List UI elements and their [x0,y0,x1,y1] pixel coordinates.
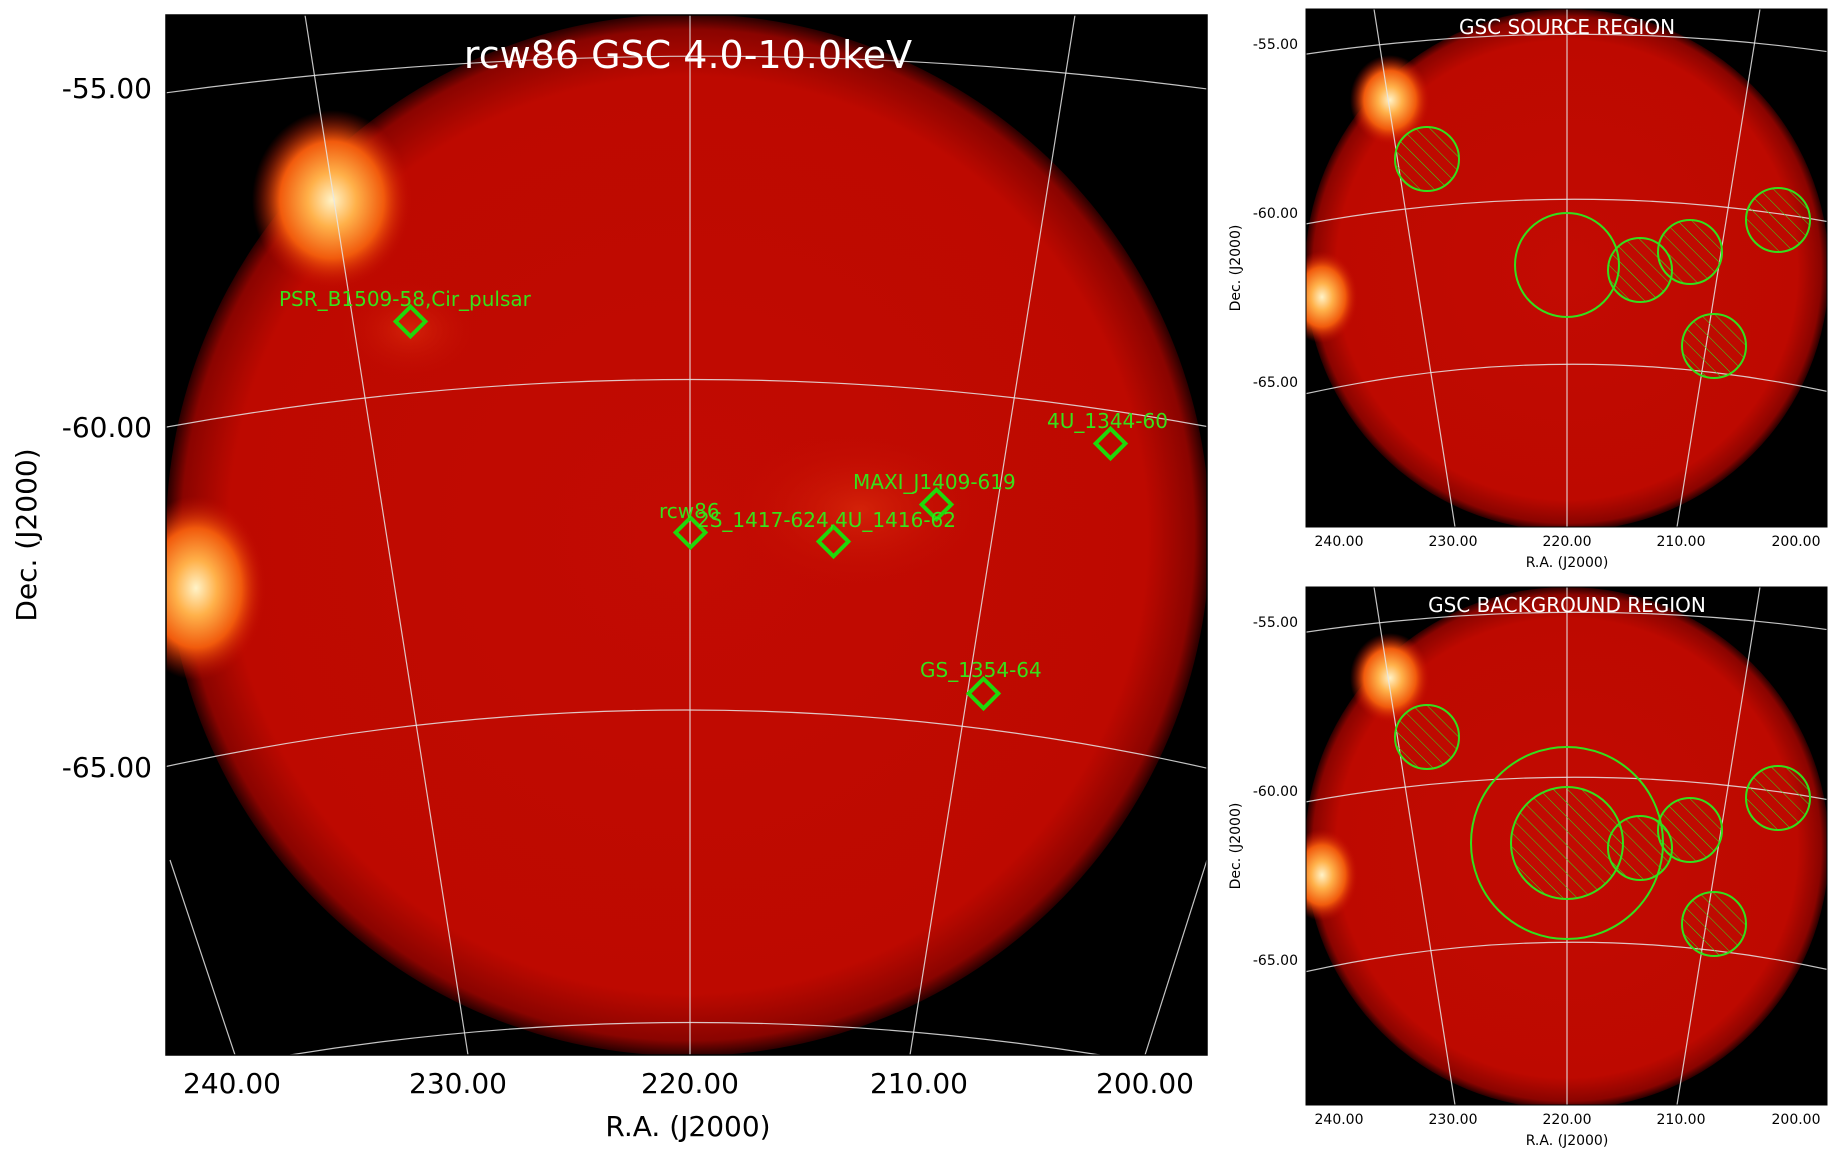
main-y-tick: -55.00 [62,72,152,105]
bg-dec-line [1306,941,1827,973]
src-x-tick: 220.00 [1543,534,1592,550]
source-psr[interactable]: PSR_B1509-58,Cir_pulsar [279,287,532,340]
bg-x-tick: 240.00 [1315,1112,1364,1128]
src-x-label: R.A. (J2000) [1526,555,1609,571]
bg-excluded-maxi-circle[interactable] [1657,797,1723,863]
background-region-panel: GSC BACKGROUND REGION -55.00 -60.00 -65.… [1228,586,1828,1149]
bg-dec-line [1306,611,1827,633]
main-y-tick: -60.00 [62,411,152,444]
src-y-tick: -65.00 [1253,375,1298,391]
main-x-tick: 210.00 [870,1067,968,1100]
bg-x-label: R.A. (J2000) [1526,1133,1609,1149]
bg-y-label: Dec. (J2000) [1228,803,1244,890]
source-4u1344-label: 4U_1344-60 [1047,409,1168,433]
bg-hotspot-west [1306,829,1358,921]
src-dec-line [1306,363,1827,395]
main-diffuse-glow-psr [340,280,480,380]
src-panel-title: GSC SOURCE REGION [1459,15,1675,39]
main-dec-line-55 [166,55,1207,94]
source-gs1354[interactable]: GS_1354-64 [920,658,1042,712]
bg-x-ticks: 240.00 230.00 220.00 210.00 200.00 [1315,1112,1821,1128]
source-rcw86-marker[interactable] [672,514,709,551]
main-plot-frame [165,14,1208,1056]
bg-excluded-4u1344-circle[interactable] [1745,765,1811,831]
bg-y-ticks: -55.00 -60.00 -65.00 [1253,615,1298,969]
main-y-tick: -65.00 [62,751,152,784]
main-x-ticks: 240.00 230.00 220.00 210.00 200.00 [183,1067,1194,1100]
source-2s1417-label: 2S_1417-624,4U_1416-62 [697,508,956,532]
main-title: rcw86 GSC 4.0-10.0keV [464,33,912,77]
src-plot-frame [1305,8,1828,528]
main-x-tick: 240.00 [183,1067,281,1100]
main-x-tick: 200.00 [1096,1067,1194,1100]
src-excluded-gs1354-circle[interactable] [1681,313,1747,379]
src-x-tick: 230.00 [1429,534,1478,550]
bg-y-tick: -65.00 [1253,953,1298,969]
main-x-label: R.A. (J2000) [605,1110,770,1143]
source-gs1354-marker[interactable] [965,675,1002,712]
bg-ra-line [1373,587,1456,1105]
bg-hotspot-psr [1350,633,1430,723]
source-maxi-label: MAXI_J1409-619 [853,470,1016,494]
main-dec-line-70 [289,1021,1101,1055]
main-ra-line-240 [169,859,236,1055]
source-4u1344[interactable]: 4U_1344-60 [1047,409,1168,462]
main-y-label: Dec. (J2000) [10,448,43,621]
main-y-ticks: -55.00 -60.00 -65.00 [62,72,152,784]
main-dec-line-65 [166,709,1207,769]
bg-x-tick: 200.00 [1772,1112,1821,1128]
bg-x-tick: 210.00 [1657,1112,1706,1128]
bg-y-tick: -60.00 [1253,784,1298,800]
source-rcw86-label: rcw86 [659,499,720,523]
source-2s1417-marker[interactable] [815,523,852,560]
source-region-panel: GSC SOURCE REGION -55.00 -60.00 -65.00 2… [1228,8,1828,571]
bg-panel-title: GSC BACKGROUND REGION [1428,593,1706,617]
main-diffuse-glow [730,430,990,590]
src-x-tick: 200.00 [1772,534,1821,550]
main-hotspot-psr [252,110,412,290]
bg-excluded-gs1354-circle[interactable] [1681,891,1747,957]
bg-x-tick: 230.00 [1429,1112,1478,1128]
source-maxi[interactable]: MAXI_J1409-619 [853,470,1016,523]
bg-y-tick: -55.00 [1253,615,1298,631]
src-hotspot-west [1306,251,1358,343]
src-x-ticks: 240.00 230.00 220.00 210.00 200.00 [1315,534,1821,550]
main-x-tick: 230.00 [409,1067,507,1100]
main-ra-line-200 [1144,859,1207,1055]
bg-annulus-inner-circle[interactable] [1510,786,1624,900]
main-ra-line-210 [909,15,1076,1055]
source-maxi-marker[interactable] [918,486,955,523]
src-excluded-psr-circle[interactable] [1394,126,1460,192]
source-2s1417[interactable]: 2S_1417-624,4U_1416-62 [697,508,956,560]
src-hotspot-psr [1350,55,1430,145]
src-excluded-4u1344-circle[interactable] [1745,187,1811,253]
src-x-tick: 210.00 [1657,534,1706,550]
source-rcw86[interactable]: rcw86 [659,499,720,551]
src-dec-line [1306,33,1827,55]
bg-x-tick: 220.00 [1543,1112,1592,1128]
source-4u1344-marker[interactable] [1092,425,1129,462]
src-excluded-maxi-circle[interactable] [1657,219,1723,285]
src-x-tick: 240.00 [1315,534,1364,550]
main-panel: PSR_B1509-58,Cir_pulsar 4U_1344-60 MAXI_… [10,14,1208,1143]
src-ra-line [1373,9,1456,527]
main-hotspot-west [166,496,266,680]
src-y-tick: -60.00 [1253,206,1298,222]
src-y-ticks: -55.00 -60.00 -65.00 [1253,37,1298,391]
source-psr-label: PSR_B1509-58,Cir_pulsar [279,287,532,311]
source-psr-marker[interactable] [392,303,429,340]
main-dec-line-60 [166,378,1207,428]
bg-plot-frame [1305,586,1828,1106]
main-ra-line-230 [304,15,469,1055]
main-x-tick: 220.00 [641,1067,739,1100]
main-exposure-disk [166,15,1207,1055]
src-y-tick: -55.00 [1253,37,1298,53]
src-y-label: Dec. (J2000) [1228,225,1244,312]
source-gs1354-label: GS_1354-64 [920,658,1042,682]
bg-excluded-psr-circle[interactable] [1394,704,1460,770]
